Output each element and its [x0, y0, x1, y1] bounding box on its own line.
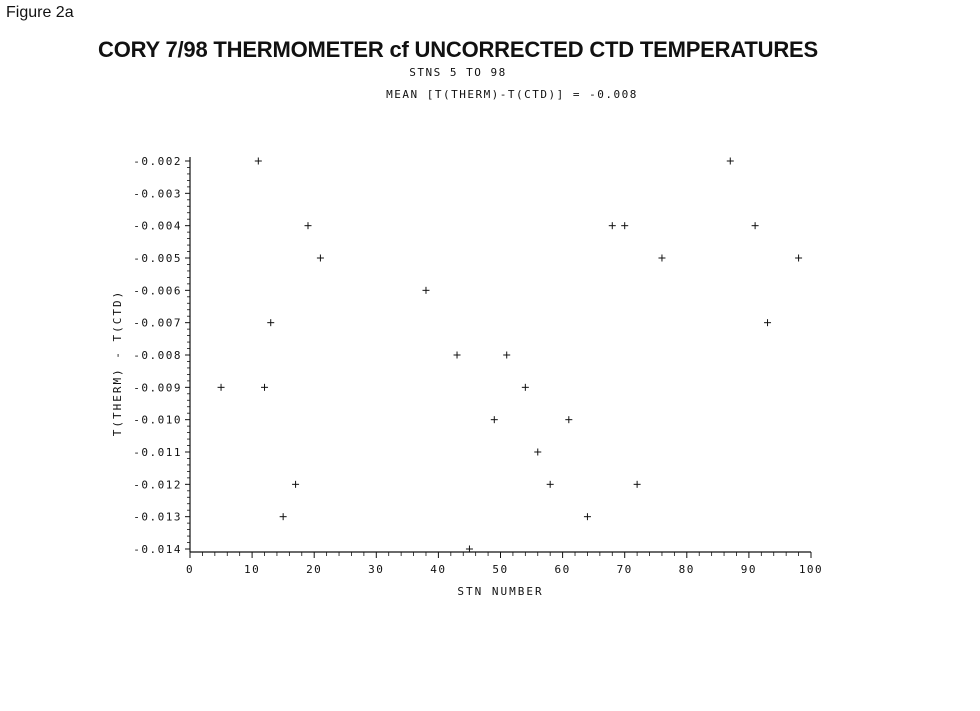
- chart-title: CORY 7/98 THERMOMETER cf UNCORRECTED CTD…: [98, 37, 818, 62]
- x-tick-label: 70: [617, 563, 633, 576]
- data-point: [764, 319, 772, 327]
- data-point: [633, 480, 641, 488]
- data-point: [658, 254, 666, 262]
- data-point: [621, 222, 629, 230]
- y-axis-label: T(THERM) - T(CTD): [111, 290, 124, 437]
- data-point: [726, 157, 734, 165]
- x-tick-label: 60: [554, 563, 570, 576]
- data-point: [267, 319, 275, 327]
- data-point: [503, 351, 511, 359]
- data-points: [217, 157, 803, 553]
- x-tick-label: 100: [799, 563, 823, 576]
- data-point: [261, 383, 269, 391]
- data-point: [583, 513, 591, 521]
- y-tick-label: -0.010: [133, 414, 182, 427]
- x-tick-label: 90: [741, 563, 757, 576]
- x-tick-label: 20: [306, 563, 322, 576]
- data-point: [292, 480, 300, 488]
- y-tick-label: -0.007: [133, 317, 182, 330]
- x-tick-label: 40: [430, 563, 446, 576]
- data-point: [453, 351, 461, 359]
- y-tick-label: -0.009: [133, 381, 182, 394]
- chart-subtitle: STNS 5 TO 98: [409, 66, 507, 79]
- data-point: [565, 416, 573, 424]
- data-point: [254, 157, 262, 165]
- y-tick-label: -0.011: [133, 446, 182, 459]
- x-tick-label: 10: [244, 563, 260, 576]
- x-tick-label: 30: [368, 563, 384, 576]
- y-tick-label: -0.013: [133, 511, 182, 524]
- y-tick-label: -0.004: [133, 220, 182, 233]
- data-point: [521, 383, 529, 391]
- data-point: [217, 383, 225, 391]
- y-ticks: -0.002 -0.003 -0.004 -0.005 -0.006 -0.007 -0.0…: [133, 155, 190, 556]
- data-point: [422, 286, 430, 294]
- data-point: [608, 222, 616, 230]
- data-point: [304, 222, 312, 230]
- figure-label: Figure 2a: [6, 4, 74, 21]
- y-tick-label: -0.005: [133, 252, 182, 265]
- x-ticks: 0 10 20 30 40 50 60 70 80 90 100: [186, 552, 823, 576]
- data-point: [316, 254, 324, 262]
- data-point: [546, 480, 554, 488]
- x-tick-label: 80: [679, 563, 695, 576]
- mean-annotation: MEAN [T(THERM)-T(CTD)] = -0.008: [386, 88, 638, 101]
- data-point: [279, 513, 287, 521]
- data-point: [490, 416, 498, 424]
- y-tick-label: -0.002: [133, 155, 182, 168]
- data-point: [751, 222, 759, 230]
- data-point: [534, 448, 542, 456]
- x-tick-label: 0: [186, 563, 194, 576]
- y-tick-label: -0.006: [133, 284, 182, 297]
- data-point: [465, 545, 473, 553]
- y-tick-label: -0.012: [133, 478, 182, 491]
- y-tick-label: -0.008: [133, 349, 182, 362]
- y-tick-label: -0.003: [133, 187, 182, 200]
- y-tick-label: -0.014: [133, 543, 182, 556]
- axes: [189, 157, 811, 553]
- x-axis-label: STN NUMBER: [457, 585, 543, 598]
- x-tick-label: 50: [492, 563, 508, 576]
- data-point: [795, 254, 803, 262]
